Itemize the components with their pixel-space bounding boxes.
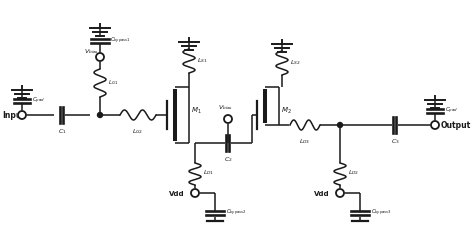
Text: $L_{D3}$: $L_{D3}$ <box>300 137 310 146</box>
Circle shape <box>18 111 26 119</box>
Circle shape <box>337 122 343 128</box>
Text: $L_{G1}$: $L_{G1}$ <box>108 78 118 87</box>
Text: $V_{bias}$: $V_{bias}$ <box>219 103 234 112</box>
Text: $C_{pad}$: $C_{pad}$ <box>32 96 45 106</box>
Text: $L_{D2}$: $L_{D2}$ <box>348 169 359 177</box>
Text: $C_{bypass1}$: $C_{bypass1}$ <box>110 36 131 46</box>
Text: $L_{S2}$: $L_{S2}$ <box>290 59 301 68</box>
Text: $C_{bypass3}$: $C_{bypass3}$ <box>371 208 392 218</box>
Text: $L_{D1}$: $L_{D1}$ <box>203 169 214 177</box>
Text: Vdd: Vdd <box>169 191 185 197</box>
Text: Output: Output <box>441 121 471 130</box>
Text: Input: Input <box>2 111 25 120</box>
Circle shape <box>431 121 439 129</box>
Circle shape <box>191 189 199 197</box>
Circle shape <box>336 189 344 197</box>
Text: $C_{bypass2}$: $C_{bypass2}$ <box>226 208 246 218</box>
Text: $L_{S1}$: $L_{S1}$ <box>197 57 208 65</box>
Text: $C_{pad}$: $C_{pad}$ <box>445 106 458 116</box>
Text: Vdd: Vdd <box>314 191 330 197</box>
Text: $V_{bias}$: $V_{bias}$ <box>84 47 100 56</box>
Circle shape <box>224 115 232 123</box>
Text: $C_3$: $C_3$ <box>391 137 400 146</box>
Circle shape <box>96 53 104 61</box>
Text: $C_1$: $C_1$ <box>58 127 66 136</box>
Text: $M_2$: $M_2$ <box>281 106 292 116</box>
Text: $L_{G2}$: $L_{G2}$ <box>132 127 144 136</box>
Circle shape <box>98 113 102 118</box>
Text: $C_2$: $C_2$ <box>224 155 232 164</box>
Text: $M_1$: $M_1$ <box>191 106 201 116</box>
